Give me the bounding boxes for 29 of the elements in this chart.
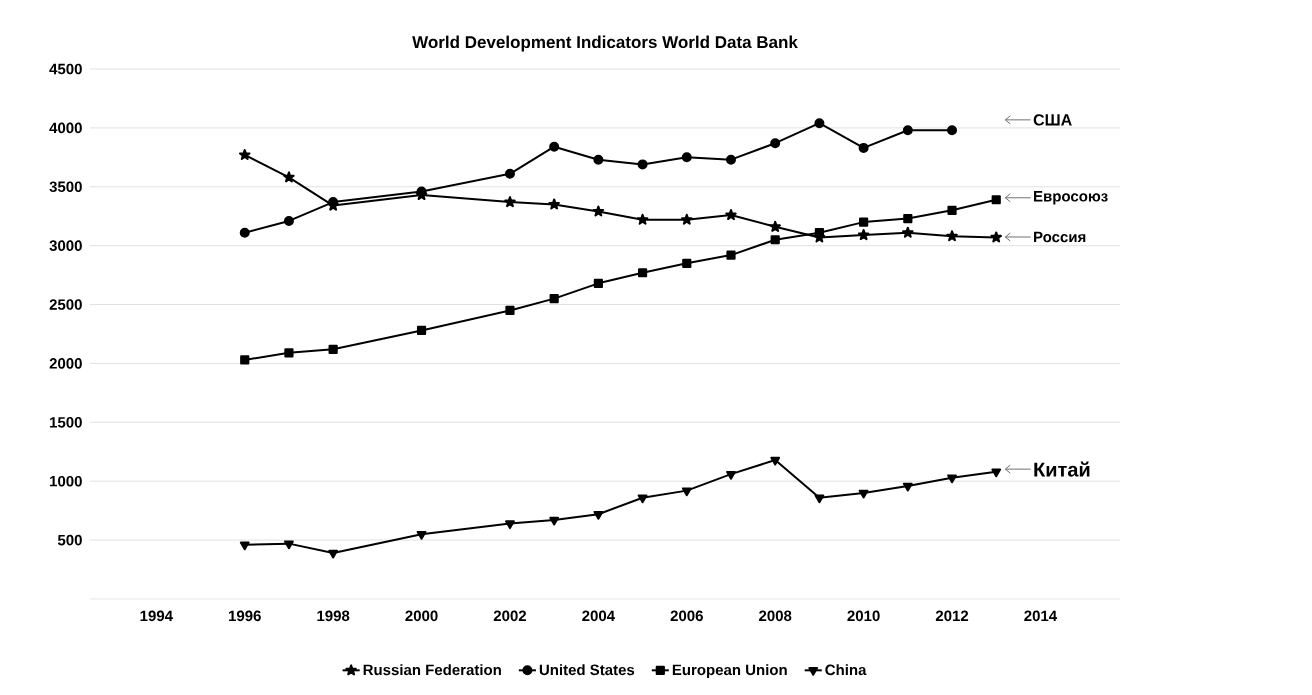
y-tick-label: 3000 [49, 240, 82, 251]
annotation: США [1033, 114, 1072, 126]
y-tick-label: 3500 [49, 181, 82, 193]
y-tick-label: 2500 [49, 299, 82, 310]
annotation: Евросоюз [1034, 191, 1108, 205]
chart-title: World Development Indicators World Data Bank [412, 35, 798, 52]
y-tick-label: 1500 [50, 417, 82, 428]
legend-label: Russian Federation [363, 664, 501, 676]
y-tick-label: 1000 [50, 475, 82, 487]
y-tick-label: 2000 [49, 358, 82, 369]
annotation: Китай [1034, 461, 1090, 477]
legend-label: United States [539, 664, 635, 676]
x-tick-label: 2006 [670, 610, 703, 622]
x-tick-label: 2010 [847, 610, 880, 622]
legend-label: European Union [672, 664, 787, 679]
x-tick-label: 2008 [759, 610, 792, 622]
y-tick-label: 4000 [49, 122, 82, 134]
x-tick-label: 2012 [935, 610, 969, 622]
legend-label: China [825, 664, 867, 676]
x-tick-label: 2000 [405, 610, 438, 622]
x-tick-label: 2014 [1024, 610, 1058, 622]
x-tick-label: 1998 [317, 610, 350, 622]
annotation: Россия [1034, 231, 1086, 243]
x-tick-label: 2002 [493, 610, 527, 622]
y-tick-label: 500 [57, 534, 82, 546]
x-tick-label: 1994 [140, 610, 173, 622]
x-tick-label: 2004 [582, 610, 615, 622]
y-tick-label: 4500 [49, 63, 82, 75]
x-tick-label: 1996 [228, 610, 261, 622]
